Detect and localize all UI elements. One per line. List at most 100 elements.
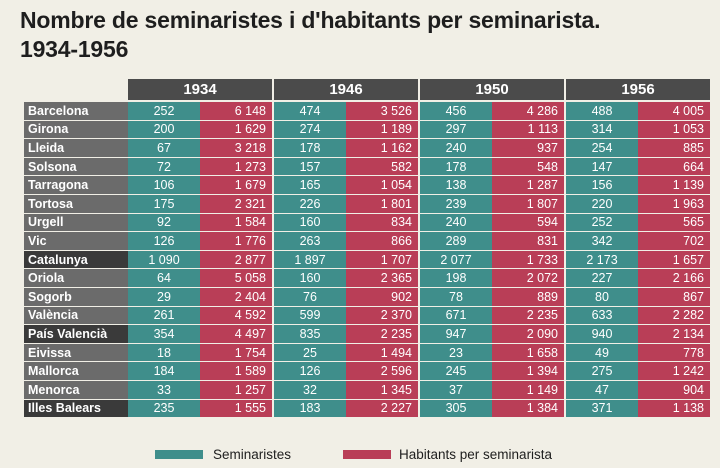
row-label: Girona <box>24 120 128 140</box>
habitants-cell: 1 807 <box>492 194 564 214</box>
habitants-cell: 594 <box>492 213 564 233</box>
header-corner <box>24 79 128 102</box>
habitants-cell: 2 235 <box>346 325 418 344</box>
habitants-cell: 778 <box>638 343 710 363</box>
table-row: Barcelona 252 6 148 474 3 526 456 4 286 488 4 00… <box>24 102 710 121</box>
habitants-cell: 5 058 <box>200 269 272 288</box>
table-row: València 261 4 592 599 2 370 671 2 235 633 2 282 <box>24 306 710 326</box>
habitants-cell: 1 629 <box>200 120 272 140</box>
seminaristes-cell: 274 <box>274 120 346 140</box>
row-label: Sogorb <box>24 287 128 307</box>
habitants-cell: 1 287 <box>492 176 564 195</box>
seminaristes-cell: 76 <box>274 287 346 307</box>
table-row: Sogorb 29 2 404 76 902 78 889 80 867 <box>24 287 710 307</box>
habitants-cell: 2 090 <box>492 325 564 344</box>
year-header-1956: 1956 <box>566 79 710 102</box>
seminaristes-cell: 239 <box>420 194 492 214</box>
habitants-cell: 1 345 <box>346 380 418 400</box>
seminaristes-cell: 599 <box>274 306 346 326</box>
habitants-cell: 4 286 <box>492 102 564 121</box>
seminaristes-cell: 165 <box>274 176 346 195</box>
seminaristes-cell: 354 <box>128 325 200 344</box>
seminaristes-cell: 33 <box>128 380 200 400</box>
row-label: Mallorca <box>24 362 128 381</box>
habitants-cell: 834 <box>346 213 418 233</box>
habitants-cell: 937 <box>492 139 564 158</box>
seminaristes-cell: 147 <box>566 157 638 177</box>
habitants-cell: 664 <box>638 157 710 177</box>
habitants-cell: 4 592 <box>200 306 272 326</box>
habitants-cell: 885 <box>638 139 710 158</box>
seminaristes-cell: 198 <box>420 269 492 288</box>
row-label: Illes Balears <box>24 399 128 419</box>
seminaristes-cell: 371 <box>566 399 638 419</box>
habitants-cell: 2 134 <box>638 325 710 344</box>
table-row: Menorca 33 1 257 32 1 345 37 1 149 47 904 <box>24 380 710 400</box>
habitants-cell: 1 801 <box>346 194 418 214</box>
seminaristes-cell: 200 <box>128 120 200 140</box>
table-body: Barcelona 252 6 148 474 3 526 456 4 286 488 4 00… <box>24 102 710 419</box>
seminaristes-cell: 126 <box>128 232 200 251</box>
table-row: Solsona 72 1 273 157 582 178 548 147 664 <box>24 157 710 177</box>
legend-swatch-habitants <box>343 450 391 459</box>
row-label: Eivissa <box>24 343 128 363</box>
year-header-1946: 1946 <box>274 79 418 102</box>
seminaristes-cell: 32 <box>274 380 346 400</box>
seminaristes-cell: 183 <box>274 399 346 419</box>
habitants-cell: 2 404 <box>200 287 272 307</box>
table-row: Girona 200 1 629 274 1 189 297 1 113 314 1 053 <box>24 120 710 140</box>
habitants-cell: 2 596 <box>346 362 418 381</box>
chart-title-line-2: 1934-1956 <box>20 36 129 62</box>
table-row: Urgell 92 1 584 160 834 240 594 252 565 <box>24 213 710 233</box>
table-row: Eivissa 18 1 754 25 1 494 23 1 658 49 778 <box>24 343 710 363</box>
seminaristes-cell: 156 <box>566 176 638 195</box>
table-row: País Valencià 354 4 497 835 2 235 947 2 090 940… <box>24 325 710 344</box>
habitants-cell: 3 526 <box>346 102 418 121</box>
habitants-cell: 2 877 <box>200 250 272 270</box>
row-label: Solsona <box>24 157 128 177</box>
habitants-cell: 2 166 <box>638 269 710 288</box>
habitants-cell: 866 <box>346 232 418 251</box>
habitants-cell: 2 235 <box>492 306 564 326</box>
seminaristes-cell: 25 <box>274 343 346 363</box>
habitants-cell: 1 054 <box>346 176 418 195</box>
habitants-cell: 1 494 <box>346 343 418 363</box>
seminaristes-cell: 67 <box>128 139 200 158</box>
habitants-cell: 2 072 <box>492 269 564 288</box>
row-label: València <box>24 306 128 326</box>
seminaristes-cell: 178 <box>274 139 346 158</box>
habitants-cell: 702 <box>638 232 710 251</box>
habitants-cell: 1 053 <box>638 120 710 140</box>
table-row: Lleida 67 3 218 178 1 162 240 937 254 885 <box>24 139 710 158</box>
seminaristes-cell: 305 <box>420 399 492 419</box>
legend: Seminaristes Habitants per seminarista <box>0 447 720 463</box>
table-row: Oriola 64 5 058 160 2 365 198 2 072 227 2 166 <box>24 269 710 288</box>
habitants-cell: 1 754 <box>200 343 272 363</box>
seminaristes-cell: 314 <box>566 120 638 140</box>
seminaristes-cell: 245 <box>420 362 492 381</box>
seminaristes-cell: 178 <box>420 157 492 177</box>
habitants-cell: 582 <box>346 157 418 177</box>
seminaristes-cell: 235 <box>128 399 200 419</box>
habitants-cell: 1 963 <box>638 194 710 214</box>
seminaristes-cell: 289 <box>420 232 492 251</box>
habitants-cell: 902 <box>346 287 418 307</box>
habitants-cell: 1 733 <box>492 250 564 270</box>
table-row: Tarragona 106 1 679 165 1 054 138 1 287 156 1 13… <box>24 176 710 195</box>
seminaristes-cell: 456 <box>420 102 492 121</box>
seminaristes-cell: 160 <box>274 269 346 288</box>
habitants-cell: 565 <box>638 213 710 233</box>
year-header-row: 1934 1946 1950 1956 <box>24 79 710 102</box>
seminaristes-cell: 72 <box>128 157 200 177</box>
habitants-cell: 1 242 <box>638 362 710 381</box>
year-header-1950: 1950 <box>420 79 564 102</box>
seminaristes-cell: 138 <box>420 176 492 195</box>
seminaristes-cell: 226 <box>274 194 346 214</box>
habitants-cell: 4 497 <box>200 325 272 344</box>
habitants-cell: 548 <box>492 157 564 177</box>
habitants-cell: 2 227 <box>346 399 418 419</box>
chart-title: Nombre de seminaristes i d'habitants per… <box>20 6 710 64</box>
seminaristes-cell: 240 <box>420 139 492 158</box>
row-label: Oriola <box>24 269 128 288</box>
habitants-cell: 2 370 <box>346 306 418 326</box>
